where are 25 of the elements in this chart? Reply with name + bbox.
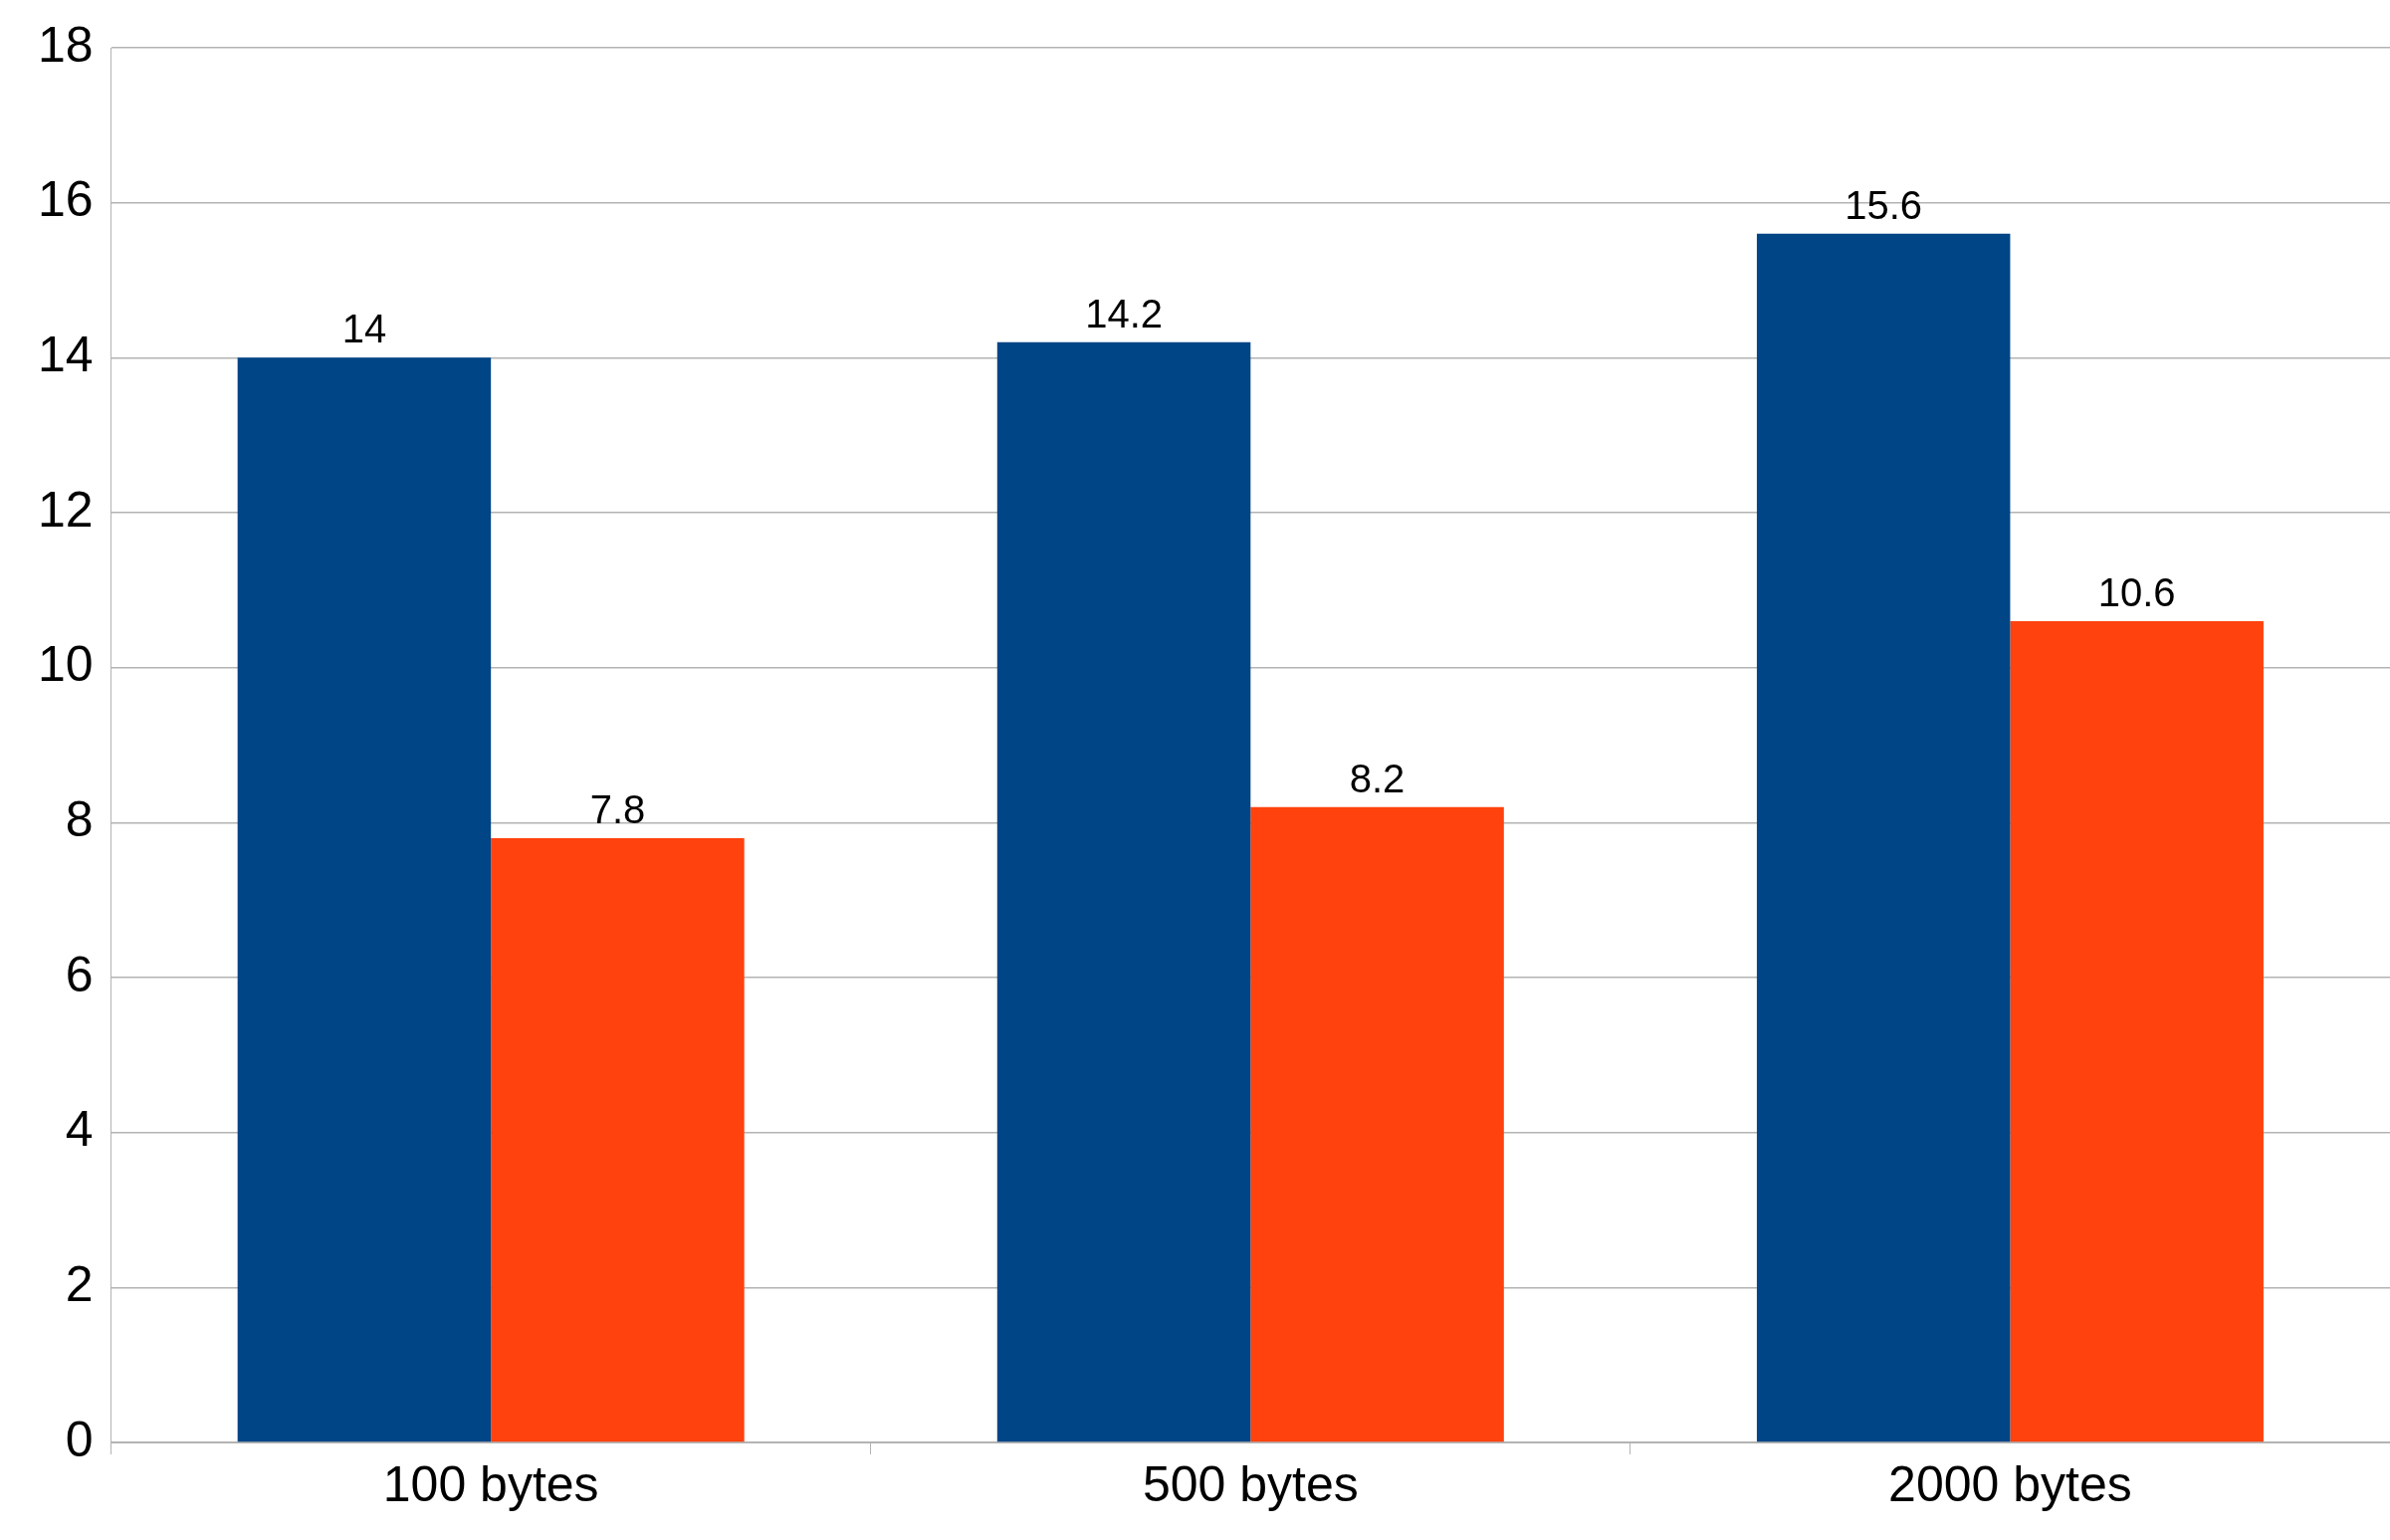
bar — [996, 341, 1251, 1442]
y-tick-label: 16 — [37, 171, 94, 228]
x-tick-label: 500 bytes — [1142, 1455, 1359, 1512]
bar — [237, 357, 492, 1442]
y-tick-label: 2 — [65, 1256, 94, 1313]
bar — [1250, 806, 1504, 1442]
data-label: 7.8 — [589, 786, 646, 831]
data-label: 10.6 — [2097, 570, 2176, 614]
y-tick-label: 10 — [37, 636, 94, 693]
bar — [1756, 233, 2011, 1442]
data-label: 8.2 — [1349, 756, 1406, 800]
bar — [491, 837, 745, 1442]
y-tick-label: 8 — [65, 791, 94, 848]
y-tick-label: 18 — [37, 16, 94, 73]
x-tick-label: 100 bytes — [382, 1455, 599, 1512]
x-tick-label: 2000 bytes — [1888, 1455, 2132, 1512]
y-tick-label: 4 — [65, 1101, 94, 1158]
data-label: 15.6 — [1845, 182, 1923, 227]
y-tick-label: 14 — [37, 327, 94, 383]
y-tick-label: 0 — [65, 1411, 94, 1467]
y-tick-label: 12 — [37, 481, 94, 538]
data-label: 14 — [341, 307, 387, 351]
y-tick-label: 6 — [65, 946, 94, 1002]
bar — [2010, 620, 2264, 1442]
data-label: 14.2 — [1085, 291, 1163, 335]
